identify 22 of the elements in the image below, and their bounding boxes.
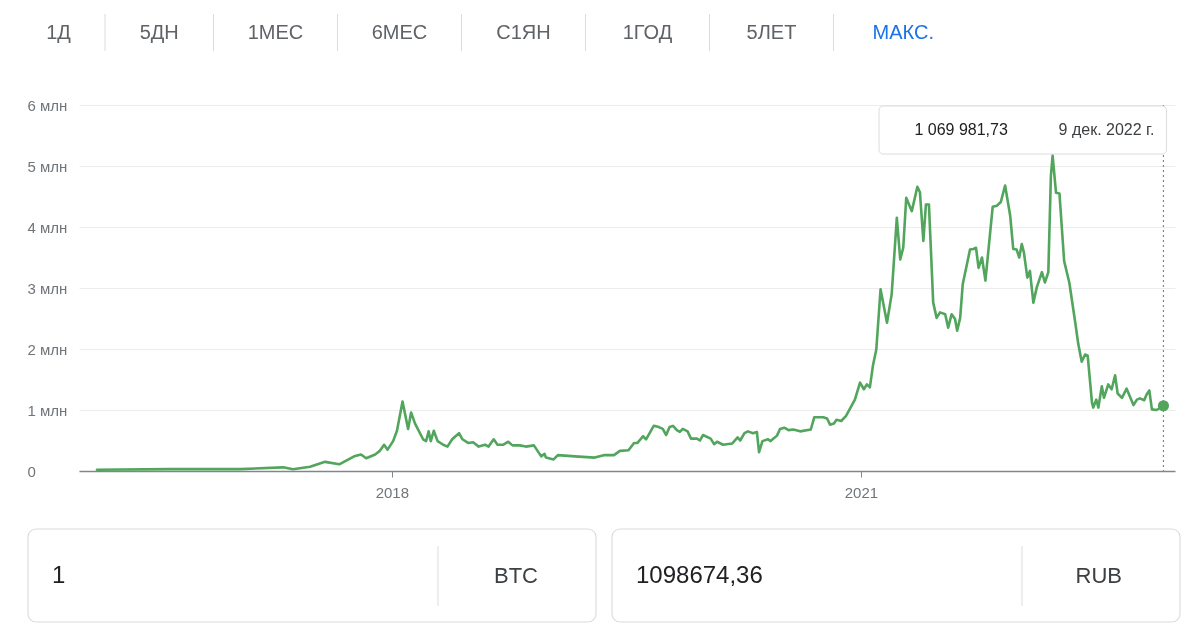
y-tick-label: 5 млн [27,157,68,175]
y-tick-label: 2 млн [27,340,68,358]
text: 5ЛЕТ [746,21,797,43]
text: 1Д [46,21,72,43]
text: С1ЯН [496,21,551,43]
text: 1МЕС [247,21,304,43]
text: 1 [52,560,66,588]
text: 1 069 981,73 9 дек. 2022 г. [914,121,1155,138]
text: 6МЕС [371,21,428,43]
x-tick-label: 2021 [844,483,879,501]
y-tick-label: 3 млн [27,279,68,297]
y-tick-label: 0 [27,462,36,480]
text: RUB [1075,562,1122,588]
text: МАКС. [872,21,934,43]
text: 1098674,36 [636,560,763,588]
y-tick-label: 1 млн [27,401,68,419]
text: 1ГОД [622,21,673,43]
x-tick-label: 2018 [375,483,410,501]
text: 5ДН [139,21,179,43]
y-tick-label: 4 млн [27,218,68,236]
text: BTC [494,562,539,588]
y-tick-label: 6 млн [27,96,68,114]
